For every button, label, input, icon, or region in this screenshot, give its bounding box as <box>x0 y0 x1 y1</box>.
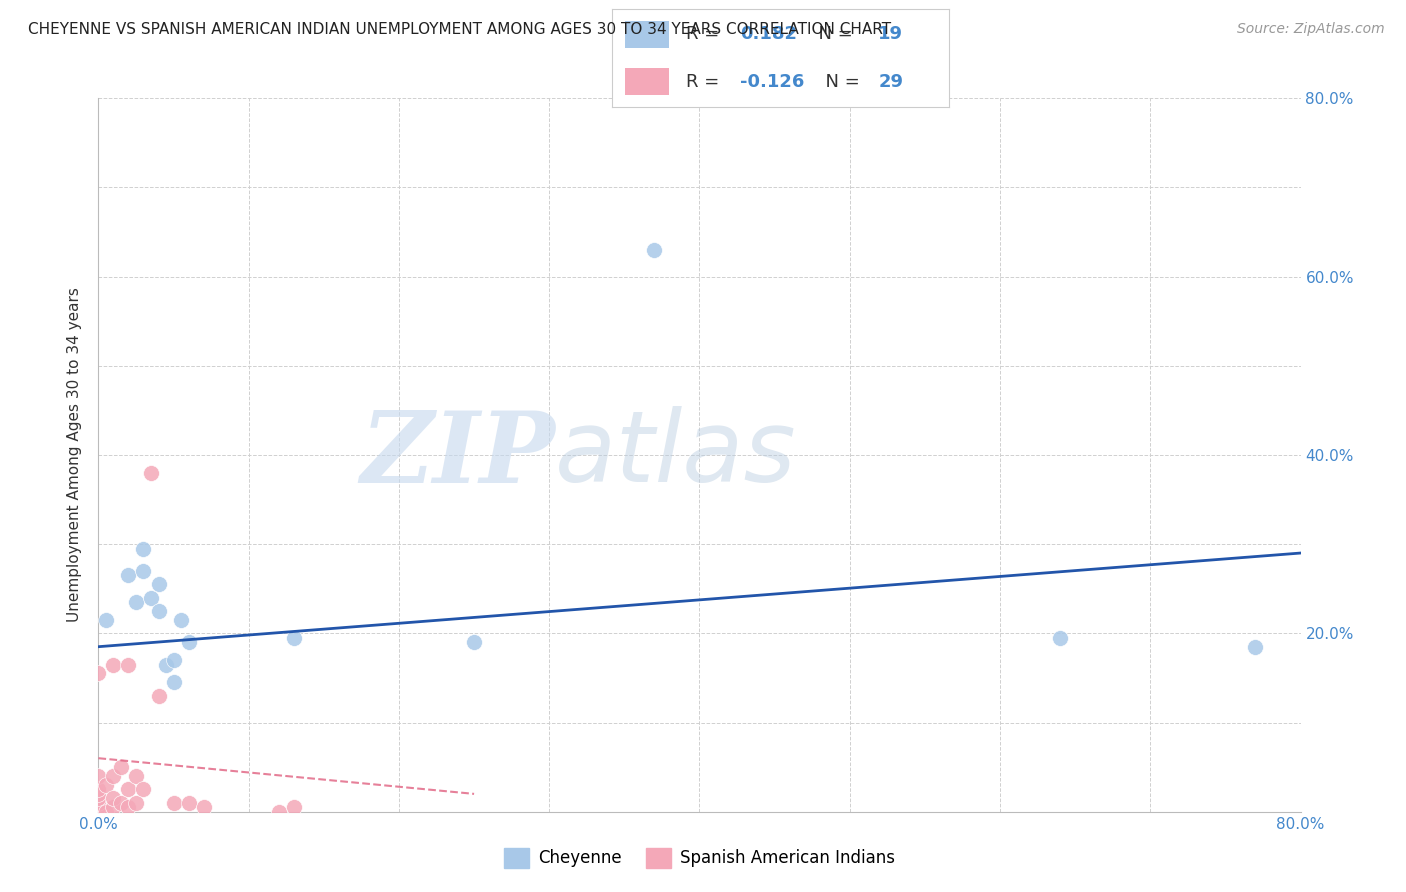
Point <box>148 604 170 618</box>
Point <box>87 787 110 801</box>
Point <box>117 568 139 582</box>
Point <box>148 577 170 591</box>
Point <box>110 796 132 810</box>
Text: R =: R = <box>686 25 725 43</box>
Point <box>1049 631 1071 645</box>
Point <box>103 769 125 783</box>
Point <box>177 635 200 649</box>
Point <box>162 675 184 690</box>
Text: R =: R = <box>686 72 725 90</box>
Point <box>117 657 139 672</box>
Point <box>103 800 125 814</box>
Point <box>94 805 117 819</box>
Point <box>162 653 184 667</box>
Point <box>283 800 305 814</box>
Point <box>103 791 125 805</box>
Point <box>139 591 162 605</box>
Text: 0.182: 0.182 <box>740 25 797 43</box>
Text: -0.126: -0.126 <box>740 72 804 90</box>
Point <box>162 796 184 810</box>
Legend: Cheyenne, Spanish American Indians: Cheyenne, Spanish American Indians <box>498 841 901 875</box>
Point <box>87 666 110 681</box>
Text: N =: N = <box>807 25 859 43</box>
Point <box>87 769 110 783</box>
Text: N =: N = <box>814 72 866 90</box>
Point <box>177 796 200 810</box>
FancyBboxPatch shape <box>626 21 669 48</box>
Point <box>193 800 215 814</box>
Point <box>87 805 110 819</box>
Point <box>132 564 155 578</box>
Point <box>87 791 110 805</box>
Point <box>267 805 290 819</box>
Point <box>87 800 110 814</box>
Point <box>87 782 110 797</box>
Point <box>132 541 155 556</box>
Text: Source: ZipAtlas.com: Source: ZipAtlas.com <box>1237 22 1385 37</box>
Point <box>87 796 110 810</box>
Point <box>643 243 665 257</box>
Point <box>110 760 132 774</box>
Point <box>1244 640 1267 654</box>
Text: ZIP: ZIP <box>360 407 555 503</box>
Point <box>103 657 125 672</box>
Point <box>139 466 162 480</box>
Text: 29: 29 <box>879 72 903 90</box>
Point <box>125 769 148 783</box>
Point <box>148 689 170 703</box>
Point <box>132 782 155 797</box>
Text: CHEYENNE VS SPANISH AMERICAN INDIAN UNEMPLOYMENT AMONG AGES 30 TO 34 YEARS CORRE: CHEYENNE VS SPANISH AMERICAN INDIAN UNEM… <box>28 22 891 37</box>
Point <box>94 778 117 792</box>
FancyBboxPatch shape <box>626 68 669 95</box>
Y-axis label: Unemployment Among Ages 30 to 34 years: Unemployment Among Ages 30 to 34 years <box>67 287 83 623</box>
Point <box>155 657 177 672</box>
Text: atlas: atlas <box>555 407 797 503</box>
Point <box>125 796 148 810</box>
Point <box>94 613 117 627</box>
Point <box>125 595 148 609</box>
Text: 19: 19 <box>879 25 903 43</box>
Point <box>463 635 485 649</box>
Point <box>170 613 193 627</box>
Point <box>117 782 139 797</box>
Point <box>283 631 305 645</box>
Point <box>117 800 139 814</box>
